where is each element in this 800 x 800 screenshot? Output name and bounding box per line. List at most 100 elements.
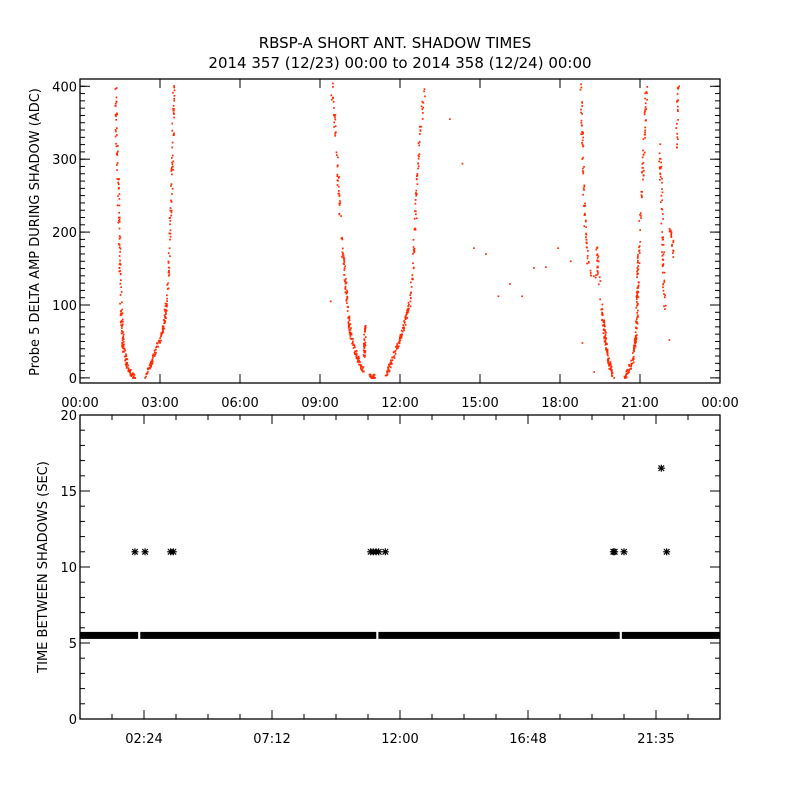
data-point xyxy=(669,229,672,231)
data-point xyxy=(170,167,173,170)
data-point xyxy=(637,284,640,287)
data-point xyxy=(634,345,637,348)
data-point xyxy=(157,345,159,348)
data-point xyxy=(166,305,168,308)
data-point xyxy=(414,228,417,231)
data-point xyxy=(150,366,152,368)
data-point xyxy=(658,166,661,169)
data-point xyxy=(643,111,646,114)
data-point xyxy=(173,116,175,119)
data-band-segment xyxy=(140,631,377,639)
data-point xyxy=(122,331,124,333)
data-point xyxy=(658,157,661,160)
data-point xyxy=(660,207,663,210)
data-point xyxy=(358,359,360,362)
data-point xyxy=(676,122,678,125)
data-point xyxy=(348,327,350,329)
data-point xyxy=(170,183,173,185)
data-point xyxy=(363,345,365,348)
data-point xyxy=(586,255,589,257)
data-point xyxy=(159,337,161,340)
data-point xyxy=(161,328,164,330)
data-point xyxy=(115,118,118,121)
data-point xyxy=(676,132,679,135)
data-point xyxy=(338,176,340,178)
data-point xyxy=(116,164,118,166)
x-tick-label: 06:00 xyxy=(221,396,258,411)
data-point xyxy=(399,333,402,336)
data-point xyxy=(404,323,407,326)
data-point xyxy=(163,320,166,323)
data-point xyxy=(352,340,354,343)
data-point xyxy=(337,176,340,179)
data-point xyxy=(400,336,403,339)
data-point xyxy=(582,145,584,148)
asterisk-marker xyxy=(381,548,389,556)
data-point xyxy=(127,370,130,373)
data-point xyxy=(606,350,609,353)
data-point xyxy=(636,311,639,314)
data-point xyxy=(170,169,173,172)
x-tick-label: 07:12 xyxy=(253,732,290,747)
data-point xyxy=(417,165,420,168)
data-point xyxy=(642,178,644,181)
data-point xyxy=(115,145,118,148)
data-point xyxy=(677,110,679,113)
data-point xyxy=(114,135,117,138)
data-point xyxy=(344,288,347,290)
data-point xyxy=(362,370,365,373)
data-point xyxy=(158,339,161,342)
marker-stroke xyxy=(170,548,177,556)
data-point xyxy=(122,335,125,338)
data-point xyxy=(421,118,424,120)
data-point xyxy=(644,133,647,136)
data-point xyxy=(388,370,390,373)
data-point xyxy=(606,352,609,355)
data-point xyxy=(126,358,129,361)
data-point xyxy=(415,213,417,216)
data-point xyxy=(646,92,648,95)
data-point xyxy=(350,327,352,329)
data-point xyxy=(354,353,357,355)
data-point xyxy=(644,102,647,105)
data-point xyxy=(119,294,122,296)
data-point xyxy=(166,288,169,290)
data-point xyxy=(121,344,123,347)
data-point xyxy=(343,269,346,271)
data-point xyxy=(343,257,346,260)
data-point xyxy=(122,351,124,353)
data-point xyxy=(346,310,349,312)
data-point xyxy=(118,227,121,230)
data-point xyxy=(363,343,366,346)
data-point xyxy=(662,236,664,239)
data-point xyxy=(173,113,175,115)
data-point xyxy=(341,238,344,241)
x-tick-label: 18:00 xyxy=(541,396,578,411)
data-point xyxy=(169,255,171,258)
data-point xyxy=(586,242,588,245)
data-point xyxy=(372,374,375,376)
data-point xyxy=(364,344,367,347)
data-point xyxy=(117,183,120,186)
data-point xyxy=(586,246,588,249)
data-point xyxy=(642,149,644,152)
data-point xyxy=(364,330,366,333)
data-point xyxy=(664,308,666,310)
data-point xyxy=(172,112,175,114)
data-point xyxy=(118,246,121,249)
data-point xyxy=(632,361,635,364)
data-point xyxy=(363,339,366,341)
asterisk-marker xyxy=(611,548,619,556)
data-point xyxy=(361,370,364,373)
data-point xyxy=(357,355,360,358)
data-point xyxy=(582,172,585,175)
data-point xyxy=(396,346,399,349)
data-point xyxy=(169,223,171,226)
data-point xyxy=(116,169,118,171)
data-point xyxy=(125,364,128,367)
data-point xyxy=(592,275,595,278)
data-point xyxy=(659,172,661,175)
data-point xyxy=(171,161,173,164)
data-point xyxy=(169,238,171,241)
data-point xyxy=(419,129,422,132)
